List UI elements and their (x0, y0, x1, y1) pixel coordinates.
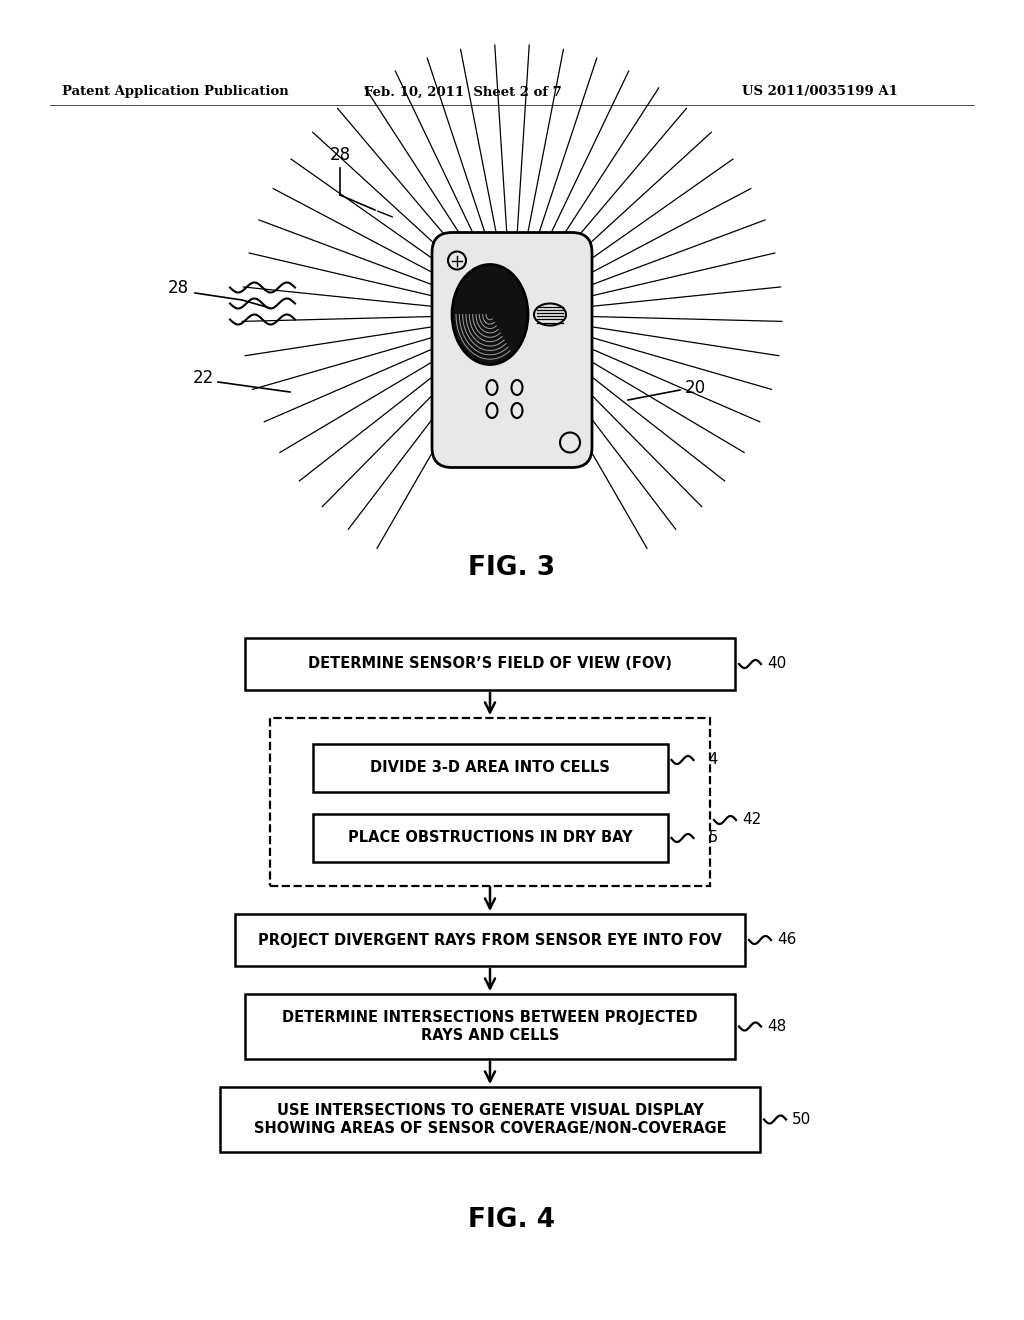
Text: DIVIDE 3-D AREA INTO CELLS: DIVIDE 3-D AREA INTO CELLS (370, 760, 610, 776)
Ellipse shape (534, 304, 566, 326)
Text: 50: 50 (792, 1111, 811, 1127)
FancyBboxPatch shape (245, 994, 735, 1059)
Text: PLACE OBSTRUCTIONS IN DRY BAY: PLACE OBSTRUCTIONS IN DRY BAY (348, 830, 632, 846)
Ellipse shape (452, 264, 528, 364)
FancyBboxPatch shape (234, 913, 745, 966)
Text: 48: 48 (767, 1019, 786, 1034)
Circle shape (449, 252, 466, 269)
FancyBboxPatch shape (270, 718, 710, 886)
Text: 28: 28 (330, 147, 350, 164)
Text: 45: 45 (699, 830, 719, 846)
Text: USE INTERSECTIONS TO GENERATE VISUAL DISPLAY
SHOWING AREAS OF SENSOR COVERAGE/NO: USE INTERSECTIONS TO GENERATE VISUAL DIS… (254, 1104, 726, 1135)
Ellipse shape (486, 380, 498, 395)
Text: 46: 46 (777, 932, 797, 948)
Text: 28: 28 (168, 279, 188, 297)
Text: FIG. 4: FIG. 4 (469, 1206, 555, 1233)
FancyBboxPatch shape (245, 638, 735, 690)
Text: 22: 22 (193, 370, 214, 387)
Ellipse shape (512, 380, 522, 395)
Text: 42: 42 (742, 813, 761, 828)
FancyBboxPatch shape (312, 814, 668, 862)
Text: US 2011/0035199 A1: US 2011/0035199 A1 (742, 86, 898, 99)
Text: Feb. 10, 2011  Sheet 2 of 7: Feb. 10, 2011 Sheet 2 of 7 (365, 86, 562, 99)
Text: DETERMINE INTERSECTIONS BETWEEN PROJECTED
RAYS AND CELLS: DETERMINE INTERSECTIONS BETWEEN PROJECTE… (283, 1010, 697, 1043)
Text: PROJECT DIVERGENT RAYS FROM SENSOR EYE INTO FOV: PROJECT DIVERGENT RAYS FROM SENSOR EYE I… (258, 932, 722, 948)
Circle shape (560, 433, 580, 453)
Text: FIG. 3: FIG. 3 (468, 554, 556, 581)
Text: 44: 44 (699, 752, 719, 767)
Text: 20: 20 (684, 379, 706, 397)
Ellipse shape (512, 403, 522, 418)
Text: DETERMINE SENSOR’S FIELD OF VIEW (FOV): DETERMINE SENSOR’S FIELD OF VIEW (FOV) (308, 656, 672, 672)
FancyBboxPatch shape (432, 232, 592, 467)
Ellipse shape (486, 403, 498, 418)
Text: 40: 40 (767, 656, 786, 672)
FancyBboxPatch shape (312, 744, 668, 792)
Text: Patent Application Publication: Patent Application Publication (61, 86, 289, 99)
FancyBboxPatch shape (220, 1086, 760, 1152)
